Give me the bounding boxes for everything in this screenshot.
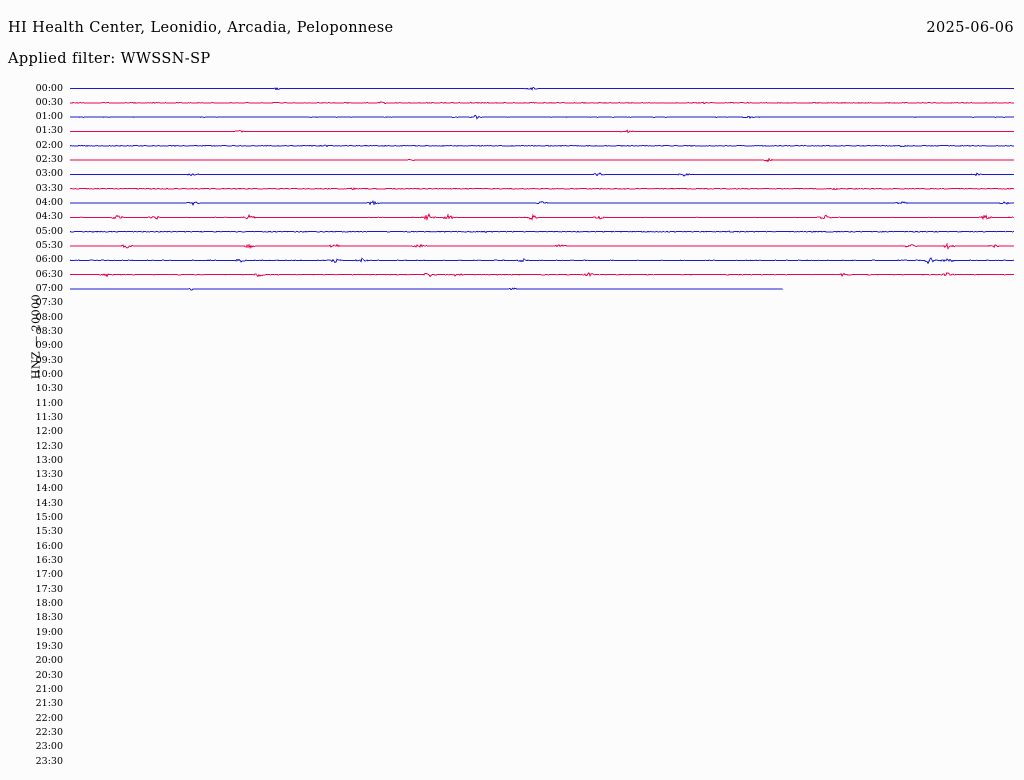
time-row-label: 04:00 (35, 197, 63, 209)
trace-line (69, 213, 1015, 222)
time-row-label: 03:00 (35, 168, 63, 180)
time-row-label: 03:30 (35, 182, 63, 194)
time-row-label: 00:30 (35, 96, 63, 108)
trace-line (69, 114, 1015, 120)
trace-line (69, 86, 1015, 91)
trace-line (69, 257, 1015, 265)
trace-line (69, 230, 1015, 234)
time-row-label: 20:00 (35, 655, 63, 667)
time-row-label: 13:00 (35, 454, 63, 466)
trace-line (69, 242, 1015, 250)
time-row-label: 19:30 (35, 640, 63, 652)
applied-filter-label: Applied filter: WWSSN-SP (8, 51, 211, 67)
time-row-label: 14:00 (35, 483, 63, 495)
time-row-label: 10:00 (35, 368, 63, 380)
time-row-label: 22:30 (35, 726, 63, 738)
time-row-label: 06:30 (35, 268, 63, 280)
time-row-label: 23:30 (35, 755, 63, 767)
time-row-label: 02:00 (35, 139, 63, 151)
trace-line (69, 172, 1015, 177)
time-row-label: 12:00 (35, 426, 63, 438)
trace-line (69, 157, 1015, 163)
time-row-label: 02:30 (35, 154, 63, 166)
time-row-label: 18:30 (35, 612, 63, 624)
time-row-label: 01:30 (35, 125, 63, 137)
time-row-label: 16:30 (35, 555, 63, 567)
time-row-label: 18:00 (35, 598, 63, 610)
time-row-label: 05:00 (35, 225, 63, 237)
time-row-label: 09:30 (35, 354, 63, 366)
time-row-label: 08:00 (35, 311, 63, 323)
time-row-label: 09:00 (35, 340, 63, 352)
date-label: 2025-06-06 (926, 20, 1014, 36)
time-row-label: 11:30 (35, 411, 63, 423)
trace-line (69, 272, 1015, 278)
time-row-label: 15:30 (35, 526, 63, 538)
time-row-label: 21:30 (35, 698, 63, 710)
time-row-label: 12:30 (35, 440, 63, 452)
trace-line (69, 287, 783, 291)
trace-line (69, 200, 1015, 206)
trace-line (69, 101, 1015, 105)
trace-line (69, 129, 1015, 133)
trace-line (69, 144, 1014, 148)
time-row-label: 07:00 (35, 282, 63, 294)
time-row-label: 06:00 (35, 254, 63, 266)
time-row-label: 05:30 (35, 240, 63, 252)
time-row-label: 22:00 (35, 712, 63, 724)
time-row-label: 10:30 (35, 383, 63, 395)
time-row-label: 21:00 (35, 683, 63, 695)
time-row-label: 11:00 (35, 397, 63, 409)
time-row-label: 01:00 (35, 111, 63, 123)
time-row-label: 00:00 (35, 82, 63, 94)
time-row-label: 20:30 (35, 669, 63, 681)
time-label-column: 00:00 00:30 01:00 01:30 02:00 02:30 03:00 03:30… (0, 0, 63, 780)
time-row-label: 19:00 (35, 626, 63, 638)
time-row-label: 04:30 (35, 211, 63, 223)
time-row-label: 17:00 (35, 569, 63, 581)
time-row-label: 07:30 (35, 297, 63, 309)
time-row-label: 16:00 (35, 540, 63, 552)
time-row-label: 14:30 (35, 497, 63, 509)
time-row-label: 08:30 (35, 325, 63, 337)
time-row-label: 15:00 (35, 512, 63, 524)
time-row-label: 17:30 (35, 583, 63, 595)
trace-line (69, 187, 1015, 191)
time-row-label: 23:00 (35, 741, 63, 753)
page-title: HI Health Center, Leonidio, Arcadia, Pel… (8, 20, 394, 36)
time-row-label: 13:30 (35, 469, 63, 481)
